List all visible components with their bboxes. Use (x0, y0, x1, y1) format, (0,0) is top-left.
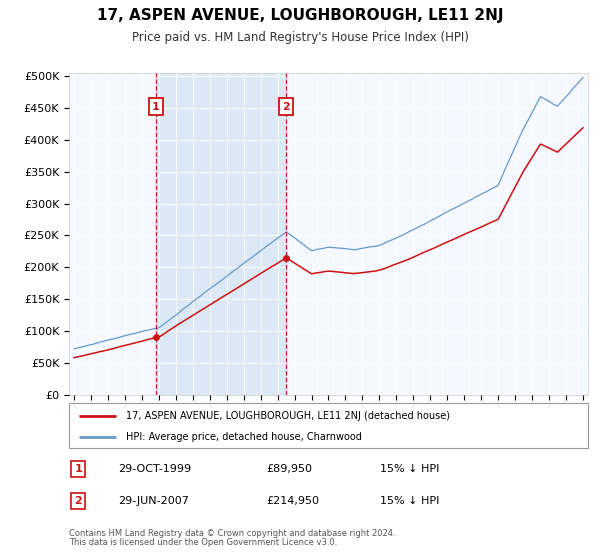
Text: 1: 1 (152, 101, 160, 111)
Text: Price paid vs. HM Land Registry's House Price Index (HPI): Price paid vs. HM Land Registry's House … (131, 31, 469, 44)
Text: 29-OCT-1999: 29-OCT-1999 (118, 464, 191, 474)
Text: £214,950: £214,950 (266, 496, 319, 506)
Text: 2: 2 (74, 496, 82, 506)
Text: HPI: Average price, detached house, Charnwood: HPI: Average price, detached house, Char… (126, 432, 362, 442)
Text: 1: 1 (74, 464, 82, 474)
Text: 15% ↓ HPI: 15% ↓ HPI (380, 464, 440, 474)
Text: 15% ↓ HPI: 15% ↓ HPI (380, 496, 440, 506)
Text: 2: 2 (282, 101, 290, 111)
Text: Contains HM Land Registry data © Crown copyright and database right 2024.: Contains HM Land Registry data © Crown c… (69, 529, 395, 538)
FancyBboxPatch shape (69, 403, 588, 448)
Bar (156, 73, 286, 395)
Text: 29-JUN-2007: 29-JUN-2007 (118, 496, 189, 506)
Text: £89,950: £89,950 (266, 464, 312, 474)
Text: 17, ASPEN AVENUE, LOUGHBOROUGH, LE11 2NJ (detached house): 17, ASPEN AVENUE, LOUGHBOROUGH, LE11 2NJ… (126, 410, 450, 421)
Text: This data is licensed under the Open Government Licence v3.0.: This data is licensed under the Open Gov… (69, 538, 337, 547)
Text: 17, ASPEN AVENUE, LOUGHBOROUGH, LE11 2NJ: 17, ASPEN AVENUE, LOUGHBOROUGH, LE11 2NJ (97, 8, 503, 24)
